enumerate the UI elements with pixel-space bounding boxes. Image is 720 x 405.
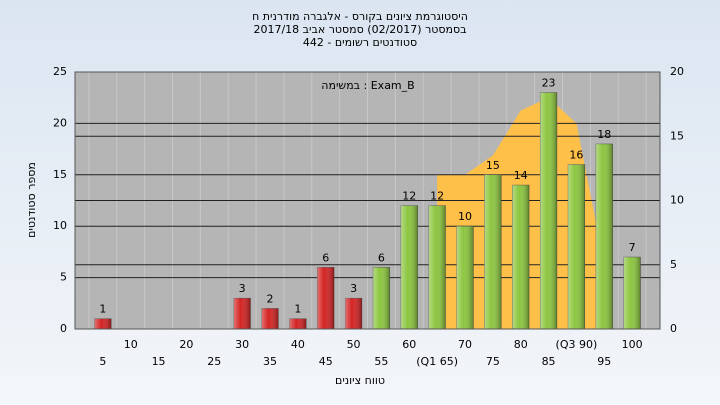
plot-border xyxy=(74,71,661,330)
x-axis-label: טווח ציונים xyxy=(335,374,385,387)
bar-shade xyxy=(568,164,585,329)
y-tick-label: 25 xyxy=(53,65,67,78)
bar-shade xyxy=(428,205,446,329)
annotation: במשימה : Exam_B xyxy=(321,79,414,92)
x-tick-label: 15 xyxy=(152,355,166,368)
value-label: 16 xyxy=(569,149,583,162)
value-label: 12 xyxy=(430,190,444,203)
bar-shade xyxy=(540,92,557,329)
y-axis-label: מספר סטודנטים xyxy=(25,162,38,238)
bar-shade xyxy=(595,143,613,329)
x-tick-label: 10 xyxy=(124,338,138,351)
bar-shade xyxy=(484,174,502,329)
bar-shade xyxy=(317,267,335,329)
bar-shade xyxy=(512,185,530,329)
value-label: 3 xyxy=(239,282,246,295)
x-tick-label: 25 xyxy=(207,355,221,368)
bar-shade xyxy=(94,318,112,329)
value-label: 10 xyxy=(458,210,472,223)
y2-tick-label: 20 xyxy=(670,65,684,78)
x-tick-label: (Q3 90) xyxy=(556,338,598,351)
y2-tick-label: 5 xyxy=(670,258,677,271)
bar-shade xyxy=(400,205,418,329)
x-tick-label: 100 xyxy=(622,338,643,351)
title-line: סטודנטים רשומים - 442 xyxy=(303,36,417,49)
y-tick-label: 5 xyxy=(60,271,67,284)
value-label: 23 xyxy=(542,77,556,90)
x-tick-label: 95 xyxy=(597,355,611,368)
bar-shade xyxy=(456,226,474,329)
bar-shade xyxy=(261,308,279,329)
y2-tick-label: 0 xyxy=(670,322,677,335)
x-tick-label: 5 xyxy=(99,355,106,368)
value-label: 14 xyxy=(514,169,528,182)
bar-shade xyxy=(373,267,390,329)
value-label: 2 xyxy=(267,292,274,305)
bar-shade xyxy=(233,298,251,329)
x-tick-label: 35 xyxy=(263,355,277,368)
x-tick-label: 50 xyxy=(347,338,361,351)
value-label: 6 xyxy=(322,251,329,264)
x-tick-label: 70 xyxy=(458,338,472,351)
title-line: היסטוגרמת ציונים בקורס - אלגברה מודרנית … xyxy=(252,10,468,23)
x-tick-label: 75 xyxy=(486,355,500,368)
x-tick-label: 20 xyxy=(179,338,193,351)
value-label: 3 xyxy=(350,282,357,295)
y2-tick-label: 10 xyxy=(670,194,684,207)
x-tick-label: 85 xyxy=(542,355,556,368)
y-tick-label: 20 xyxy=(53,116,67,129)
x-tick-label: (Q1 65) xyxy=(416,355,458,368)
x-tick-label: 60 xyxy=(402,338,416,351)
y-tick-label: 15 xyxy=(53,168,67,181)
x-tick-label: 30 xyxy=(235,338,249,351)
y-tick-label: 10 xyxy=(53,219,67,232)
y2-tick-label: 15 xyxy=(670,129,684,142)
bar-shade xyxy=(345,298,362,329)
value-label: 12 xyxy=(402,190,416,203)
value-label: 1 xyxy=(99,303,106,316)
value-label: 1 xyxy=(294,303,301,316)
bar-shade xyxy=(623,257,641,329)
title-line: בסמסטר (02/2017) סמסטר אביב 2017/18 xyxy=(253,23,466,36)
x-tick-label: 45 xyxy=(319,355,333,368)
bar-shade xyxy=(289,318,307,329)
value-label: 7 xyxy=(629,241,636,254)
x-tick-label: 55 xyxy=(374,355,388,368)
value-label: 6 xyxy=(378,251,385,264)
value-label: 15 xyxy=(486,159,500,172)
x-tick-label: 40 xyxy=(291,338,305,351)
y-tick-label: 0 xyxy=(60,322,67,335)
x-tick-label: 80 xyxy=(514,338,528,351)
value-label: 18 xyxy=(597,128,611,141)
